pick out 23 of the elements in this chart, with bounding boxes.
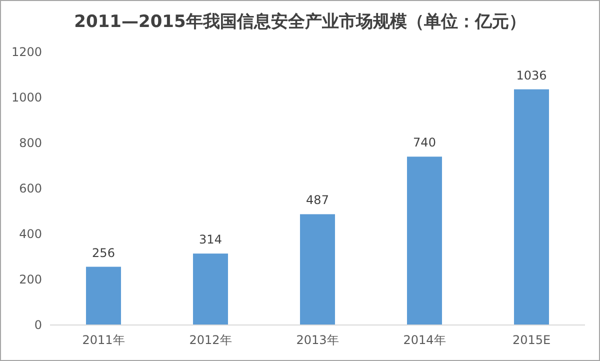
x-tick-label: 2015E [512, 333, 551, 347]
y-tick-label: 600 [19, 182, 42, 196]
bar [300, 214, 335, 325]
x-tick-label: 2013年 [296, 333, 339, 347]
data-label: 487 [306, 193, 329, 208]
bar [514, 89, 549, 325]
data-label: 256 [92, 246, 115, 260]
x-tick-label: 2011年 [82, 333, 125, 347]
data-label: 314 [199, 232, 222, 247]
data-label: 1036 [516, 68, 547, 82]
chart-title: 2011—2015年我国信息安全产业市场规模（单位：亿元） [74, 12, 526, 32]
y-tick-label: 400 [19, 227, 42, 241]
x-tick-label: 2012年 [189, 333, 232, 347]
y-tick-label: 200 [19, 272, 42, 286]
y-tick-label: 800 [19, 136, 42, 150]
data-label: 740 [413, 136, 436, 150]
bar [86, 266, 121, 325]
x-tick-label: 2014年 [403, 333, 446, 347]
y-tick-label: 1200 [11, 45, 42, 59]
y-tick-label: 0 [34, 318, 42, 332]
bar [193, 254, 228, 325]
y-tick-label: 1000 [11, 90, 42, 104]
bar [407, 156, 442, 325]
